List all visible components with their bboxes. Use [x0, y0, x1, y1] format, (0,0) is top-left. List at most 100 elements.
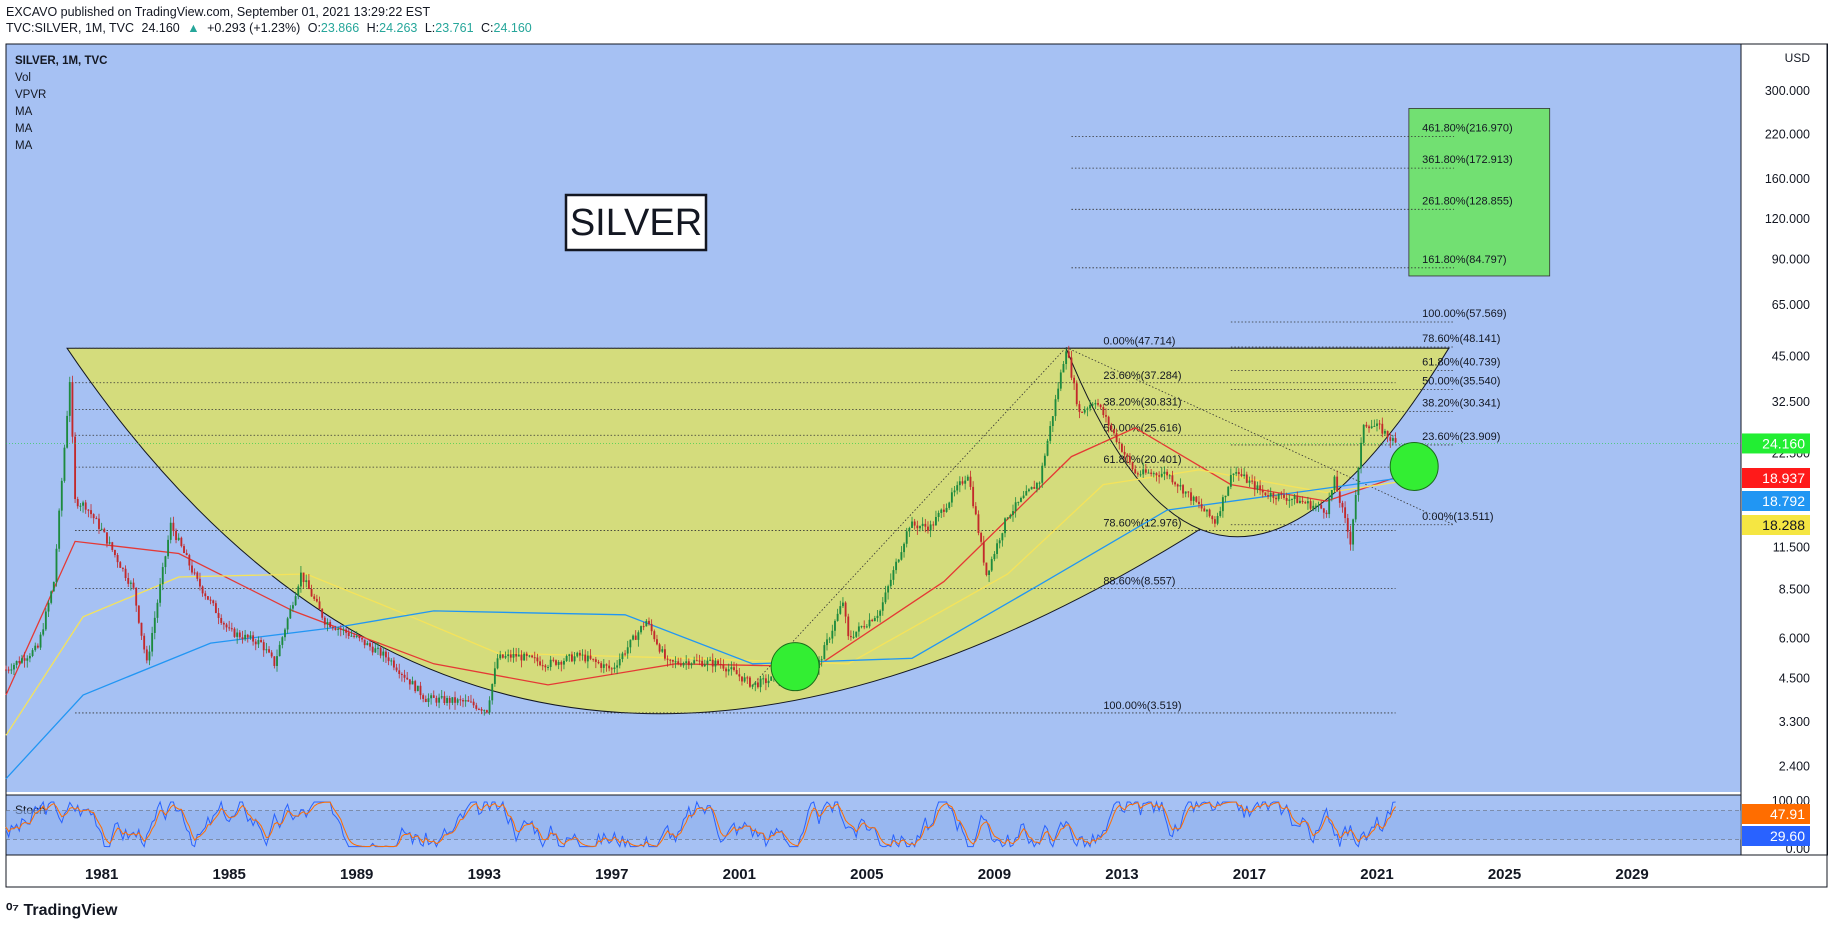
candle-body [924, 523, 927, 527]
y-tick-label: 6.000 [1779, 631, 1810, 645]
candle-body [695, 660, 698, 662]
fib-label-right: 23.60%(23.909) [1422, 431, 1500, 443]
candle-body [1378, 423, 1381, 425]
candle-body [701, 660, 704, 667]
candle-body [640, 626, 642, 633]
candle-body [1075, 383, 1078, 405]
ohlc-low: 23.761 [435, 21, 474, 35]
candle-body [58, 510, 61, 549]
candle-body [682, 663, 685, 666]
candle-body [552, 659, 555, 661]
candle-body [1299, 500, 1301, 504]
candle-body [913, 521, 916, 526]
candle-body [927, 526, 929, 531]
candle-body [770, 676, 773, 681]
candle-body [834, 620, 836, 631]
candle-body [1115, 433, 1118, 443]
candle-body [408, 679, 411, 685]
candle-body [206, 596, 209, 600]
candle-body [7, 669, 10, 671]
candle-body [470, 701, 472, 703]
candle-body [751, 684, 754, 687]
price-tag-1 [1742, 433, 1810, 454]
candle-body [836, 613, 839, 621]
candle-body [1285, 497, 1288, 501]
candle-body [1325, 512, 1328, 515]
candle-body [180, 537, 183, 547]
candle-body [230, 628, 233, 630]
candle-body [648, 620, 650, 624]
x-tick-label: 1985 [212, 866, 245, 883]
stoch-band [6, 810, 1741, 840]
candle-body [1139, 474, 1142, 476]
candle-body [140, 622, 143, 636]
candle-body [438, 697, 441, 703]
candle-body [1083, 409, 1086, 413]
candle-body [1386, 430, 1389, 438]
candle-body [677, 661, 680, 664]
publisher-line: EXCAVO published on TradingView.com, Sep… [6, 5, 431, 19]
candle-body [1107, 416, 1110, 426]
candle-body [998, 540, 1001, 544]
y-tick-label: 90.000 [1772, 252, 1810, 266]
candle-body [145, 649, 148, 661]
candle-body [358, 635, 361, 639]
x-tick-label: 1997 [595, 866, 628, 883]
highlight-circle-2 [1389, 441, 1439, 491]
candle-body [653, 631, 656, 640]
candle-body [1014, 502, 1017, 512]
candle-body [66, 415, 69, 448]
candle-body [1248, 480, 1251, 483]
candle-body [382, 651, 385, 656]
candle-body [478, 708, 480, 710]
candle-body [79, 505, 82, 507]
candle-body [286, 618, 289, 630]
candle-body [621, 653, 624, 660]
candle-body [347, 632, 350, 636]
candle-body [1330, 490, 1333, 499]
candle-body [21, 658, 23, 663]
candle-body [1362, 424, 1365, 443]
candle-body [307, 580, 310, 590]
x-tick-label: 2013 [1105, 866, 1138, 883]
tradingview-logo[interactable]: ⁰⁷ TradingView [6, 900, 117, 920]
candle-body [161, 567, 164, 585]
candle-body [977, 514, 980, 533]
candle-body [1368, 426, 1370, 429]
candle-body [693, 660, 696, 664]
candle-body [462, 700, 464, 702]
candle-body [592, 658, 595, 660]
candle-body [980, 532, 983, 542]
candle-body [87, 509, 90, 511]
price-tag-2 [1742, 468, 1810, 488]
candle-body [974, 506, 977, 515]
candle-body [1144, 469, 1147, 473]
candle-body [1131, 462, 1134, 470]
candle-body [961, 481, 964, 484]
candle-body [679, 663, 682, 666]
candle-body [932, 524, 935, 526]
candle-body [735, 670, 738, 675]
candle-body [1288, 499, 1291, 501]
candle-body [1051, 416, 1054, 427]
chart-frame [5, 43, 1828, 888]
candle-body [475, 705, 478, 709]
candle-body [738, 674, 741, 677]
candle-body [212, 600, 215, 604]
candle-body [1320, 505, 1323, 509]
candle-body [273, 656, 276, 666]
candle-body [839, 606, 842, 614]
candle-body [63, 447, 66, 481]
price-tag-label: 18.792 [1762, 493, 1805, 509]
candle-body [568, 654, 571, 656]
candle-body [265, 649, 268, 651]
candle-body [1067, 351, 1070, 358]
fib-label-right: 38.20%(30.341) [1422, 398, 1500, 410]
candle-body [260, 640, 262, 643]
candle-body [395, 667, 398, 671]
candle-body [501, 654, 504, 658]
candle-body [1091, 404, 1094, 406]
y-tick-label: 8.500 [1779, 583, 1810, 597]
candle-body [1174, 482, 1176, 485]
